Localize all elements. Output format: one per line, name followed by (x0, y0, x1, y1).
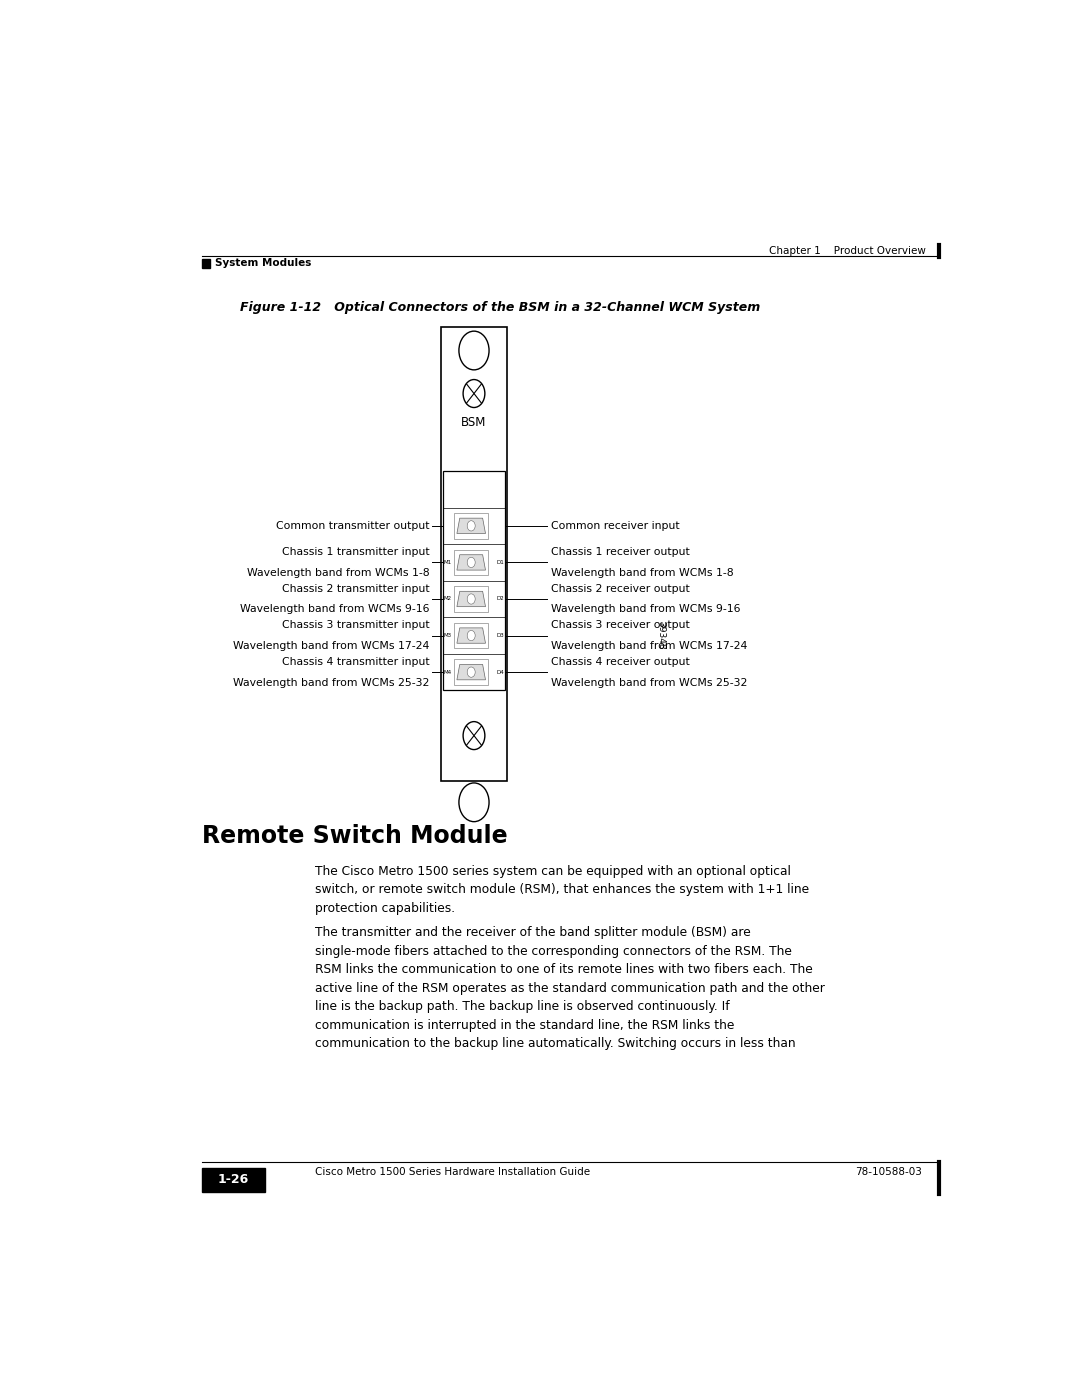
Text: D2: D2 (497, 597, 504, 602)
Text: 1-26: 1-26 (218, 1173, 249, 1186)
Text: D4: D4 (497, 669, 504, 675)
Text: Wavelength band from WCMs 25-32: Wavelength band from WCMs 25-32 (233, 678, 430, 687)
Text: 78-10588-03: 78-10588-03 (855, 1166, 922, 1176)
Text: Chassis 1 transmitter input: Chassis 1 transmitter input (282, 548, 430, 557)
Text: Chassis 3 transmitter input: Chassis 3 transmitter input (282, 620, 430, 630)
Text: Chassis 2 transmitter input: Chassis 2 transmitter input (282, 584, 430, 594)
Text: Wavelength band from WCMs 9-16: Wavelength band from WCMs 9-16 (240, 605, 430, 615)
Bar (455, 549, 488, 576)
Text: The Cisco Metro 1500 series system can be equipped with an optional optical
swit: The Cisco Metro 1500 series system can b… (315, 865, 809, 915)
Bar (202, 1168, 265, 1192)
Text: Wavelength band from WCMs 25-32: Wavelength band from WCMs 25-32 (551, 678, 747, 687)
Text: M1: M1 (444, 560, 451, 564)
Bar (202, 258, 211, 268)
Text: The transmitter and the receiver of the band splitter module (BSM) are
single-mo: The transmitter and the receiver of the … (315, 926, 825, 1051)
Text: Common receiver input: Common receiver input (551, 521, 679, 531)
Circle shape (468, 666, 475, 678)
Bar (441, 327, 508, 781)
Bar (455, 623, 488, 648)
Text: Wavelength band from WCMs 17-24: Wavelength band from WCMs 17-24 (551, 641, 747, 651)
Bar (455, 513, 488, 539)
Text: D1: D1 (497, 560, 504, 564)
Text: Chapter 1    Product Overview: Chapter 1 Product Overview (769, 246, 926, 256)
Text: Wavelength band from WCMs 17-24: Wavelength band from WCMs 17-24 (233, 641, 430, 651)
Text: Chassis 1 receiver output: Chassis 1 receiver output (551, 548, 690, 557)
Polygon shape (457, 627, 486, 643)
Text: M3: M3 (444, 633, 451, 638)
Text: M4: M4 (444, 669, 451, 675)
Circle shape (468, 521, 475, 531)
Polygon shape (457, 518, 486, 534)
Text: Chassis 3 receiver output: Chassis 3 receiver output (551, 620, 690, 630)
Text: Chassis 2 receiver output: Chassis 2 receiver output (551, 584, 690, 594)
Text: Remote Switch Module: Remote Switch Module (202, 824, 508, 848)
Text: Wavelength band from WCMs 1-8: Wavelength band from WCMs 1-8 (247, 567, 430, 578)
Text: Chassis 4 transmitter input: Chassis 4 transmitter input (282, 657, 430, 666)
Text: Chassis 4 receiver output: Chassis 4 receiver output (551, 657, 690, 666)
Circle shape (468, 557, 475, 567)
Polygon shape (457, 591, 486, 606)
Bar (455, 659, 488, 685)
Circle shape (468, 630, 475, 641)
Text: Figure 1-12   Optical Connectors of the BSM in a 32-Channel WCM System: Figure 1-12 Optical Connectors of the BS… (240, 300, 760, 314)
Text: Common transmitter output: Common transmitter output (276, 521, 430, 531)
Polygon shape (457, 555, 486, 570)
Text: Wavelength band from WCMs 9-16: Wavelength band from WCMs 9-16 (551, 605, 741, 615)
Bar (455, 587, 488, 612)
Polygon shape (457, 665, 486, 680)
Text: BSM: BSM (461, 416, 487, 429)
Text: D3: D3 (497, 633, 504, 638)
Text: System Modules: System Modules (215, 258, 311, 268)
Circle shape (468, 594, 475, 604)
Text: 39348: 39348 (657, 622, 665, 650)
Text: Cisco Metro 1500 Series Hardware Installation Guide: Cisco Metro 1500 Series Hardware Install… (315, 1166, 590, 1176)
Text: Wavelength band from WCMs 1-8: Wavelength band from WCMs 1-8 (551, 567, 733, 578)
Text: M2: M2 (444, 597, 451, 602)
Bar (443, 471, 505, 690)
